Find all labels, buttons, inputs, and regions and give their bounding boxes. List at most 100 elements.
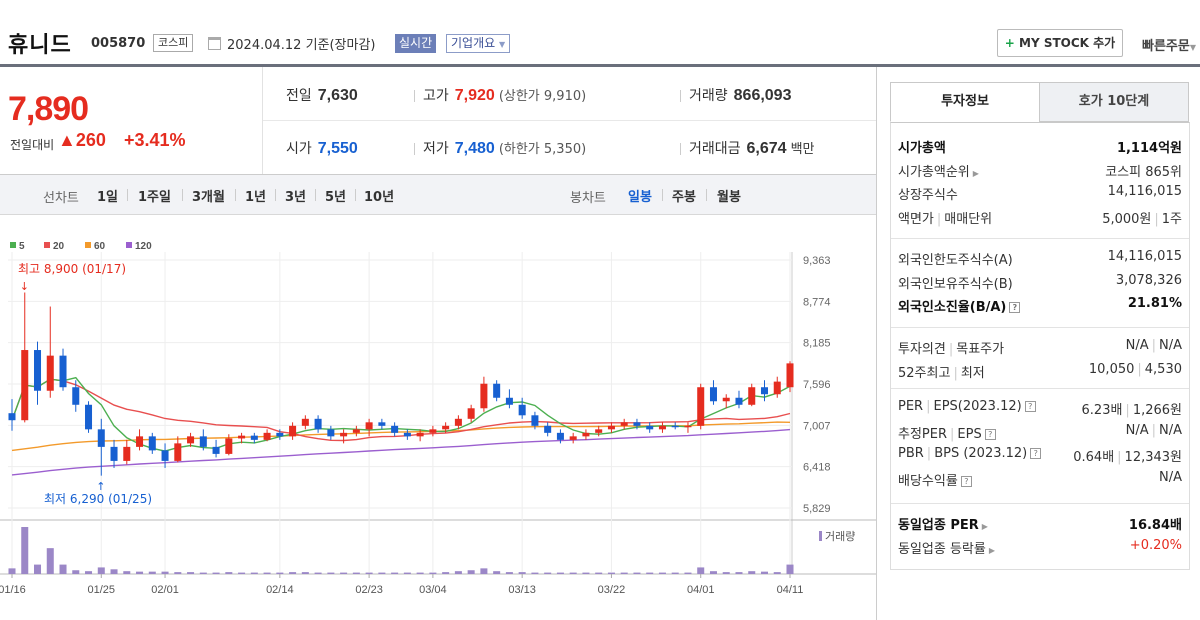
period-1w[interactable]: 1주일: [138, 190, 171, 205]
low-price: 저가 7,480 (하한가 5,350): [414, 138, 586, 158]
volume-bar: [314, 572, 322, 574]
candle-body: [403, 432, 411, 437]
info-key: 동일업종 등락률: [898, 541, 986, 557]
info-row[interactable]: 동일업종 등락률 ▶ +0.20%: [898, 538, 1182, 560]
realtime-button[interactable]: 실시간: [395, 34, 437, 53]
volume-bar: [620, 572, 628, 574]
period-bar: 선차트 1일 1주일 3개월 1년 3년 5년 10년 봉차트 일봉 주봉 월봉: [0, 175, 876, 215]
info-key: 추정PER: [898, 426, 948, 442]
info-key-secondary: EPS(2023.12): [933, 399, 1022, 414]
volume-bar: [59, 564, 67, 574]
info-row[interactable]: 동일업종 PER ▶ 16.84배: [898, 514, 1182, 536]
volume-bar: [123, 571, 131, 574]
info-value: 3,078,326: [1115, 272, 1182, 288]
candle-body: [722, 397, 730, 402]
candle-body: [85, 404, 93, 430]
period-10y[interactable]: 10년: [364, 190, 395, 205]
period-3y[interactable]: 3년: [285, 190, 307, 205]
help-icon[interactable]: ?: [1030, 448, 1042, 459]
info-row[interactable]: 시가총액순위 ▶ 코스피 865위: [898, 161, 1182, 183]
volume-bar: [403, 572, 411, 574]
candle-body: [8, 413, 16, 421]
info-row[interactable]: 배당수익률? N/A: [898, 470, 1182, 492]
candle-chart-label: 봉차트: [570, 191, 606, 206]
header-divider: [0, 64, 1200, 67]
info-value: 10,050: [1088, 361, 1135, 377]
candle-body: [493, 383, 501, 398]
candle-body: [442, 425, 450, 430]
volume-bar: [684, 572, 692, 574]
divider: |: [953, 365, 958, 381]
volume-bar: [735, 572, 743, 574]
plus-icon: +: [1004, 36, 1015, 50]
quick-order-button[interactable]: 빠른주문▼: [1142, 35, 1196, 54]
candle-weekly[interactable]: 주봉: [672, 190, 696, 205]
info-row: 외국인보유주식수(B) 3,078,326: [898, 273, 1182, 295]
info-value: 1,114억원: [1116, 141, 1182, 156]
tab-order-book[interactable]: 호가 10단계: [1039, 82, 1189, 122]
candle-body: [301, 418, 309, 426]
divider: [891, 388, 1189, 389]
period-1y[interactable]: 1년: [245, 190, 267, 205]
candle-body: [378, 422, 386, 426]
y-tick-label: 6,418: [803, 462, 831, 474]
x-tick-label: 04/11: [777, 584, 804, 596]
high-annotation: 최고 8,900 (01/17): [18, 262, 126, 276]
volume-bar: [21, 527, 29, 574]
company-overview-button[interactable]: 기업개요 ▼: [446, 34, 511, 53]
divider: [891, 327, 1189, 328]
info-row[interactable]: 추정PER | EPS? N/A | N/A: [898, 423, 1182, 445]
help-icon[interactable]: ?: [1024, 401, 1036, 412]
info-value-secondary: 1,266원: [1132, 403, 1182, 418]
tab-investment-info[interactable]: 투자정보: [890, 82, 1040, 122]
open-price: 시가 7,550: [286, 138, 358, 158]
help-icon[interactable]: ?: [960, 475, 972, 487]
x-tick-label: 03/04: [419, 584, 447, 596]
divider: [891, 238, 1189, 239]
legend-swatch: [10, 242, 16, 248]
volume-bar: [225, 572, 233, 574]
divider: [680, 90, 681, 102]
period-1d[interactable]: 1일: [97, 190, 119, 205]
prev-close-value: 7,630: [317, 87, 358, 104]
legend-label: 20: [53, 241, 65, 252]
high-price: 고가 7,920 (상한가 9,910): [414, 85, 586, 105]
candle-daily[interactable]: 일봉: [628, 190, 652, 205]
volume-bar: [34, 564, 42, 574]
candle-body: [238, 435, 246, 439]
volume-bar: [136, 571, 144, 574]
info-key: 투자의견: [898, 342, 946, 357]
candle-body: [327, 429, 335, 437]
ma-20-line: [11, 378, 791, 442]
period-5y[interactable]: 5년: [325, 190, 347, 205]
price-chart[interactable]: 9,363 8,774 8,185 7,596 7,007 6,418 5,829 01/16…: [0, 216, 876, 620]
info-row[interactable]: 외국인소진율(B/A)? 21.81%: [898, 296, 1182, 318]
candle-body: [569, 436, 577, 440]
info-row[interactable]: PBR | BPS (2023.12)? 0.64배 | 12,343원: [898, 446, 1182, 468]
volume-bar: [633, 572, 641, 574]
info-row[interactable]: PER | EPS(2023.12)? 6.23배 | 1,266원: [898, 399, 1182, 421]
volume-bar: [531, 572, 539, 574]
candle-body: [199, 436, 207, 447]
y-tick-label: 7,007: [803, 420, 831, 432]
info-key: 외국인보유주식수(B): [898, 276, 1013, 292]
y-tick-label: 8,185: [803, 338, 831, 350]
divider: |: [1137, 361, 1142, 377]
volume-bar: [480, 568, 488, 574]
candle-body: [556, 432, 564, 440]
help-icon[interactable]: ?: [1009, 302, 1021, 313]
candle-body: [391, 425, 399, 433]
candle-body: [123, 446, 131, 461]
candle-body: [187, 436, 195, 444]
info-value: 5,000원: [1102, 211, 1152, 227]
candle-body: [34, 350, 42, 391]
period-3m[interactable]: 3개월: [192, 190, 225, 205]
trade-amount: 거래대금 6,674 백만: [680, 138, 815, 158]
candle-body: [595, 429, 603, 433]
divider: [414, 143, 415, 155]
upper-limit-value: 9,910): [543, 89, 587, 104]
add-my-stock-button[interactable]: + MY STOCK 추가: [997, 29, 1123, 57]
candle-monthly[interactable]: 월봉: [717, 190, 741, 205]
help-icon[interactable]: ?: [984, 428, 996, 440]
volume-legend-label: 거래량: [825, 530, 855, 543]
